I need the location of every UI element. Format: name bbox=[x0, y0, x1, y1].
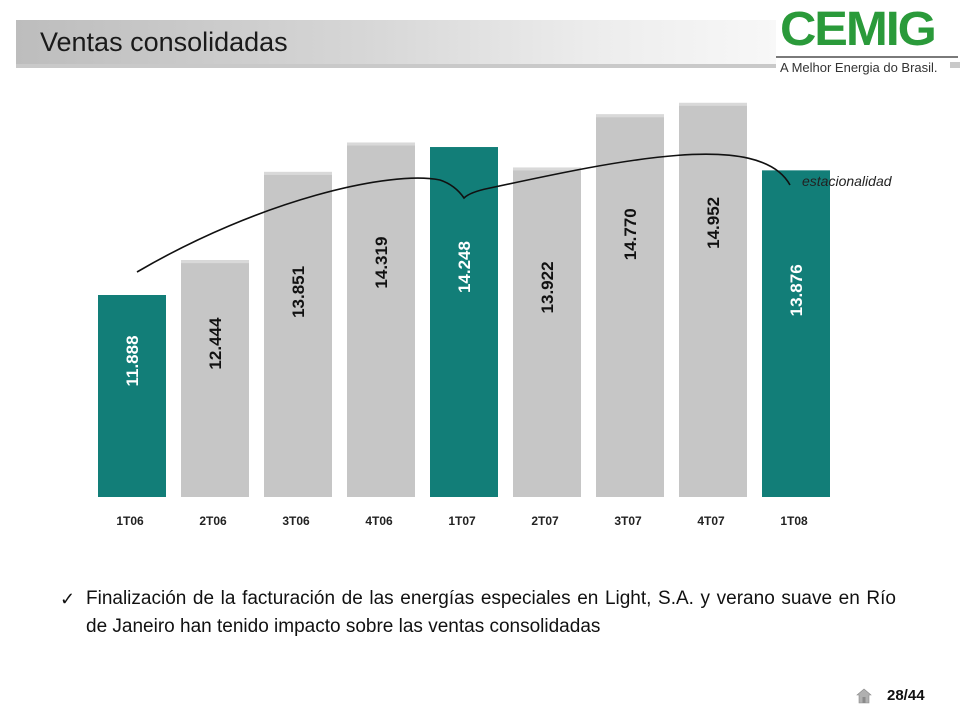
bar-value-label: 11.888 bbox=[123, 335, 142, 386]
bar-top-edge bbox=[264, 171, 332, 175]
bar-value-label: 13.922 bbox=[538, 261, 557, 313]
sales-bar-chart: 11.888 1T06 12.444 2T06 13.851 3T06 14.319 4T06… bbox=[98, 102, 893, 528]
bar-3T06 bbox=[264, 171, 332, 497]
x-tick-label: 4T07 bbox=[697, 514, 725, 528]
home-icon[interactable] bbox=[856, 688, 872, 704]
cemig-logo: CEMIG A Melhor Energia do Brasil. bbox=[776, 0, 960, 80]
bar-top-edge bbox=[679, 102, 747, 106]
x-tick-label: 3T06 bbox=[282, 514, 310, 528]
bar-value-label: 14.319 bbox=[372, 237, 391, 289]
title-bar-end bbox=[950, 62, 960, 68]
x-tick-label: 3T07 bbox=[614, 514, 642, 528]
bar-value-label: 14.770 bbox=[621, 208, 640, 260]
bar-2T06 bbox=[181, 260, 249, 497]
check-icon: ✓ bbox=[60, 589, 76, 609]
bar-1T08 bbox=[762, 170, 830, 497]
logo-divider bbox=[776, 56, 958, 58]
bar-top-edge bbox=[596, 114, 664, 118]
bar-4T06 bbox=[347, 142, 415, 497]
page-number: 28/44 bbox=[887, 687, 925, 704]
bar-value-label: 13.851 bbox=[289, 266, 308, 318]
bar-4T07 bbox=[679, 102, 747, 497]
bar-3T07 bbox=[596, 114, 664, 498]
x-tick-label: 1T07 bbox=[448, 514, 476, 528]
bar-top-edge bbox=[347, 142, 415, 146]
x-tick-label: 1T06 bbox=[116, 514, 144, 528]
x-tick-label: 1T08 bbox=[780, 514, 808, 528]
logo-wordmark: CEMIG bbox=[780, 3, 937, 56]
bar-top-edge bbox=[181, 260, 249, 264]
seasonality-annotation: estacionalidad bbox=[802, 173, 893, 189]
page-title: Ventas consolidadas bbox=[40, 27, 288, 57]
bar-value-label: 13.876 bbox=[787, 264, 806, 316]
seasonality-brace bbox=[136, 153, 791, 273]
bullet-point: ✓ Finalización de la facturación de las … bbox=[60, 585, 896, 641]
bar-2T07 bbox=[513, 167, 581, 497]
x-tick-label: 2T07 bbox=[531, 514, 559, 528]
bullet-text: Finalización de la facturación de las en… bbox=[86, 588, 896, 637]
bars-layer: 11.888 1T06 12.444 2T06 13.851 3T06 14.319 4T06… bbox=[98, 102, 830, 528]
bar-value-label: 12.444 bbox=[206, 317, 225, 370]
logo-tagline: A Melhor Energia do Brasil. bbox=[780, 60, 938, 75]
bar-value-label: 14.952 bbox=[704, 197, 723, 249]
bar-value-label: 14.248 bbox=[455, 241, 474, 293]
bar-1T06 bbox=[98, 295, 166, 497]
bar-top-edge bbox=[513, 167, 581, 171]
x-tick-label: 4T06 bbox=[365, 514, 393, 528]
bar-1T07 bbox=[430, 147, 498, 497]
x-tick-label: 2T06 bbox=[199, 514, 227, 528]
title-bar: Ventas consolidadas bbox=[16, 20, 780, 68]
